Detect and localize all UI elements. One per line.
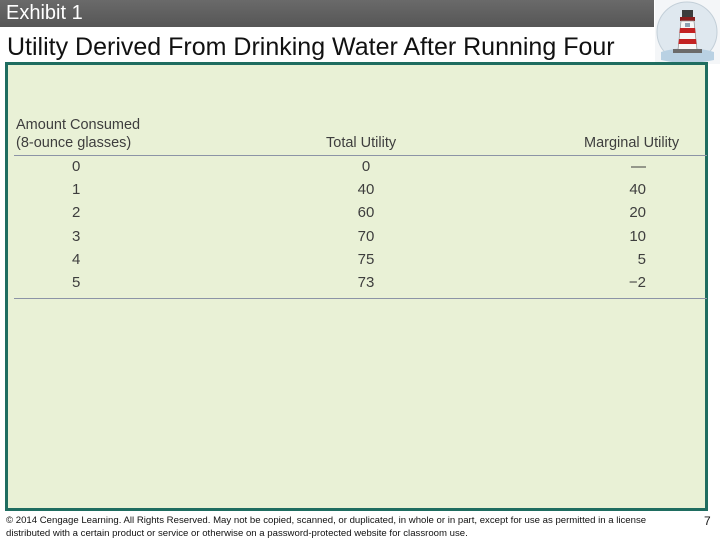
total-cell: 70	[357, 227, 375, 245]
total-cell: 60	[357, 204, 375, 222]
marginal-cell: 40	[629, 181, 646, 199]
table-row: 5 73 −2	[14, 272, 707, 295]
table-row: 2 60 20	[14, 202, 707, 225]
amount-header-line2: (8-ounce glasses)	[16, 135, 132, 151]
total-cell: 73	[357, 273, 375, 291]
table-row: 3 70 10	[14, 226, 707, 249]
utility-table: Amount Consumed (8-ounce glasses) Total …	[14, 115, 707, 300]
amount-cell: 5	[72, 273, 81, 291]
table-row: 1 40 40	[14, 179, 707, 202]
amount-header-line1: Amount Consumed	[16, 117, 141, 133]
amount-cell: 1	[72, 181, 81, 199]
exhibit-label: Exhibit 1	[6, 2, 83, 24]
amount-cell: 4	[72, 250, 81, 268]
table-row: 4 75 5	[14, 249, 707, 272]
marginal-utility-header: Marginal Utility	[584, 135, 680, 151]
total-cell: 40	[357, 181, 375, 199]
amount-cell: 3	[72, 227, 81, 245]
copyright-notice: © 2014 Cengage Learning. All Rights Rese…	[6, 515, 647, 539]
header-bar: Exhibit 1	[0, 0, 654, 27]
total-cell: 75	[357, 250, 375, 268]
amount-cell: 0	[72, 158, 81, 175]
table-row: 0 0 —	[14, 156, 707, 179]
marginal-cell: 10	[629, 227, 646, 245]
marginal-cell: —	[631, 158, 646, 175]
marginal-cell: 20	[629, 204, 646, 222]
marginal-cell: −2	[628, 273, 646, 291]
table-header: Amount Consumed (8-ounce glasses) Total …	[14, 115, 707, 156]
marginal-cell: 5	[637, 250, 646, 268]
total-cell: 0	[361, 158, 371, 175]
page-number: 7	[704, 514, 711, 528]
amount-header: Amount Consumed (8-ounce glasses)	[16, 116, 140, 152]
table-bottom-rule	[14, 298, 707, 300]
amount-cell: 2	[72, 204, 81, 222]
table-panel	[5, 62, 708, 511]
total-utility-header: Total Utility	[326, 135, 397, 151]
lighthouse-logo	[655, 0, 720, 64]
